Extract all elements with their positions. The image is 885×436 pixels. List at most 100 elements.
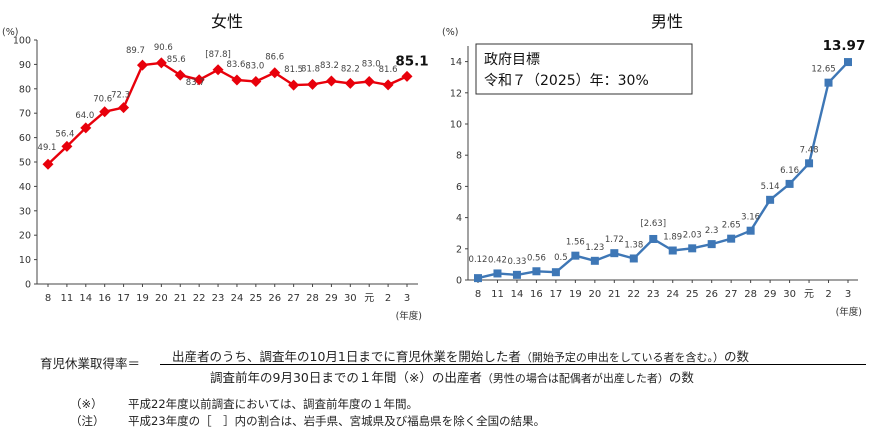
y-tick-label: 60 <box>19 133 31 144</box>
formula-numerator: 出産者のうち、調査年の10月1日までに育児休業を開始した者（開始予定の申出をして… <box>172 346 749 365</box>
y-tick-label: 0 <box>25 280 31 291</box>
x-tick-label: 22 <box>193 293 206 304</box>
chart-title: 男性 <box>651 12 683 31</box>
data-point <box>844 58 852 67</box>
note-text: 平成23年度の［ ］内の割合は、岩手県、宮城県及び福島県を除く全国の結果。 <box>128 414 546 428</box>
x-tick-label: 14 <box>79 293 92 304</box>
data-label: 3.16 <box>741 213 760 223</box>
data-label: 1.72 <box>605 235 624 245</box>
y-tick-label: 12 <box>450 88 462 99</box>
formula-denominator-note: （男性の場合は配偶者が出産した者） <box>481 372 669 385</box>
x-tick-label: 24 <box>666 289 679 300</box>
data-label: 83.6 <box>226 60 245 70</box>
y-tick-label: 50 <box>19 158 31 169</box>
x-tick-label: 21 <box>174 293 187 304</box>
data-label: 56.4 <box>55 129 74 139</box>
x-tick-label: 29 <box>325 293 338 304</box>
data-point <box>688 244 697 253</box>
data-point <box>363 75 375 87</box>
data-point <box>325 75 337 87</box>
data-point <box>307 78 319 90</box>
x-tick-label: 2 <box>825 289 831 300</box>
data-point <box>155 57 167 69</box>
data-point <box>42 158 54 170</box>
notes: （※） 平成22年度以前調査においては、調査前年度の１年間。 （注） 平成23年度の… <box>70 396 545 430</box>
target-annotation-box <box>475 43 693 95</box>
data-label: 81.5 <box>284 65 303 75</box>
x-tick-label: 19 <box>569 289 582 300</box>
x-tick-label: 17 <box>550 289 563 300</box>
data-point <box>610 249 619 258</box>
data-label: 82.2 <box>341 64 360 74</box>
data-label: [87.8] <box>205 50 231 60</box>
y-tick-label: 6 <box>456 182 462 193</box>
data-label: 0.42 <box>488 255 507 265</box>
y-tick-label: 8 <box>456 151 462 162</box>
annotation-line2: 令和７（2025）年：30% <box>484 73 649 89</box>
x-tick-label: 23 <box>212 293 225 304</box>
x-tick-label: 30 <box>783 289 796 300</box>
data-label: 2.65 <box>722 221 741 231</box>
data-point <box>590 256 599 265</box>
x-axis-unit: (年度) <box>836 306 862 318</box>
data-label: 1.56 <box>566 238 585 248</box>
data-point <box>288 79 300 91</box>
x-tick-label: 25 <box>249 293 262 304</box>
data-label: 64.0 <box>75 111 94 121</box>
y-tick-label: 70 <box>19 109 31 120</box>
x-tick-label: 20 <box>588 289 601 300</box>
y-tick-label: 100 <box>13 36 31 47</box>
data-point <box>805 159 814 168</box>
y-tick-label: 2 <box>456 244 462 255</box>
note-row: （※） 平成22年度以前調査においては、調査前年度の１年間。 <box>70 396 545 413</box>
data-point <box>629 254 638 263</box>
formula-numerator-main: 出産者のうち、調査年の10月1日までに育児休業を開始した者 <box>172 349 521 364</box>
data-point <box>212 64 224 76</box>
x-tick-label: 24 <box>231 293 244 304</box>
data-point <box>474 274 482 283</box>
x-axis-unit: (年度) <box>396 310 422 322</box>
y-tick-label: 20 <box>19 231 31 242</box>
data-label: 49.1 <box>38 143 57 153</box>
x-tick-label: 26 <box>705 289 718 300</box>
x-tick-label: 27 <box>725 289 738 300</box>
data-label: 6.16 <box>780 166 799 176</box>
x-tick-label: 8 <box>45 293 51 304</box>
x-tick-label: 26 <box>268 293 281 304</box>
data-label: [2.63] <box>640 219 666 229</box>
data-point <box>727 234 736 243</box>
x-tick-label: 28 <box>306 293 319 304</box>
data-point <box>382 79 394 91</box>
data-point <box>571 251 580 260</box>
data-point <box>551 268 560 277</box>
x-tick-label: 17 <box>117 293 130 304</box>
data-label: 85.1 <box>395 53 428 69</box>
data-point <box>512 270 521 279</box>
fraction-bar <box>160 364 866 365</box>
formula-denominator-main: 調査前年の9月30日までの１年間（※）の出産者 <box>210 370 482 385</box>
data-label: 85.6 <box>167 55 186 65</box>
y-tick-label: 80 <box>19 84 31 95</box>
x-tick-label: 29 <box>764 289 777 300</box>
y-tick-label: 10 <box>450 120 462 131</box>
x-tick-label: 11 <box>491 289 504 300</box>
data-point <box>269 67 281 79</box>
x-tick-label: 14 <box>511 289 524 300</box>
x-tick-label: 16 <box>530 289 543 300</box>
data-point <box>668 246 677 255</box>
data-label: 90.6 <box>154 43 173 53</box>
data-label: 5.14 <box>761 182 780 192</box>
y-tick-label: 40 <box>19 182 31 193</box>
y-tick-label: 30 <box>19 206 31 217</box>
note-mark: （注） <box>70 414 105 428</box>
data-label: 0.56 <box>527 253 546 263</box>
x-tick-label: 11 <box>61 293 74 304</box>
x-tick-label: 30 <box>344 293 357 304</box>
female-chart: 女性 (%) 0 10 20 30 40 50 60 70 80 90 100 8 11 14 16 17 19 20… <box>2 12 429 322</box>
data-point <box>746 226 755 235</box>
x-tick-label: 8 <box>475 289 481 300</box>
data-point <box>193 74 205 86</box>
formula-numerator-tail: の数 <box>724 349 750 364</box>
note-row: （注） 平成23年度の［ ］内の割合は、岩手県、宮城県及び福島県を除く全国の結果。 <box>70 413 545 430</box>
